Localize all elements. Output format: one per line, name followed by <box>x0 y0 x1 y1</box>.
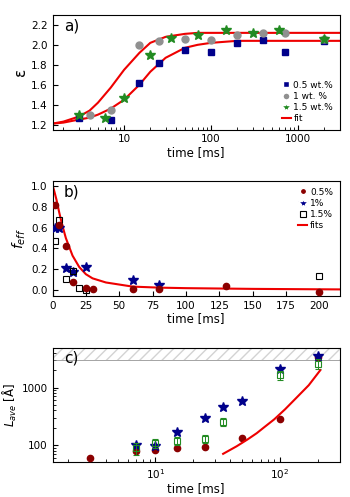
Legend: 0.5%, 1%, 1.5%, fits: 0.5%, 1%, 1.5%, fits <box>297 186 335 232</box>
Text: a): a) <box>64 18 79 33</box>
Text: c): c) <box>64 351 78 366</box>
X-axis label: time [ms]: time [ms] <box>167 312 225 325</box>
Y-axis label: ε: ε <box>13 68 28 77</box>
X-axis label: time [ms]: time [ms] <box>167 146 225 159</box>
X-axis label: time [ms]: time [ms] <box>167 482 225 495</box>
Legend: 0.5 wt.%, 1 wt. %, 1.5 wt.%, fit: 0.5 wt.%, 1 wt. %, 1.5 wt.%, fit <box>280 79 335 125</box>
Y-axis label: $L_{ave}$ [Å]: $L_{ave}$ [Å] <box>1 383 19 427</box>
Text: b): b) <box>64 185 79 200</box>
Y-axis label: $f_{eff}$: $f_{eff}$ <box>11 228 28 249</box>
